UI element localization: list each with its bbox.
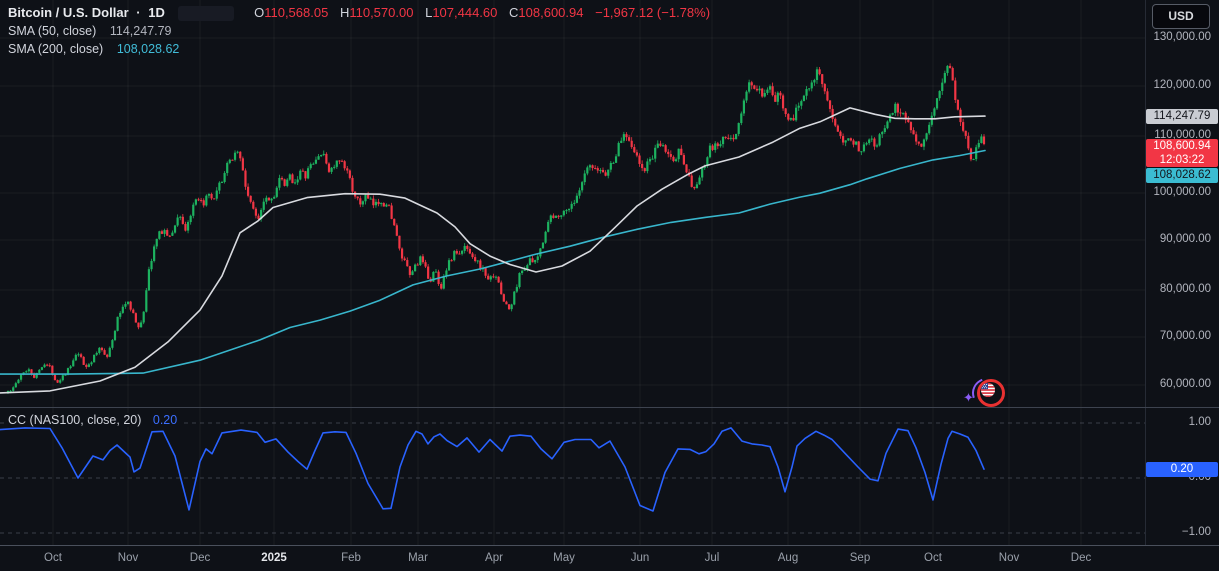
low-label: L — [425, 5, 433, 20]
timeframe[interactable]: 1D — [148, 5, 165, 20]
time-axis-label: Apr — [485, 552, 503, 564]
last-price-badge: 108,600.94 12:03:22 — [1146, 139, 1218, 167]
sparkle-icon: ✦ — [963, 390, 974, 405]
last-price-value: 108,600.94 — [1153, 140, 1211, 152]
time-axis-label: Nov — [998, 552, 1020, 564]
time-axis-label: May — [553, 552, 575, 564]
time-axis-label: Jun — [630, 552, 650, 564]
time-axis-label: Aug — [777, 552, 799, 564]
sma50-label: SMA (50, close) — [8, 24, 97, 38]
time-axis-label: Feb — [341, 552, 361, 564]
indicator-axis-badge: 0.20 — [1146, 462, 1218, 477]
price-axis-label: 100,000.00 — [1153, 186, 1211, 198]
high-label: H — [339, 5, 350, 20]
redacted-exchange-block — [178, 6, 235, 22]
sma200-label: SMA (200, close) — [8, 42, 104, 56]
chart-legend: Bitcoin / U.S. Dollar · 1D O110,568.05 H… — [8, 4, 710, 58]
indicator-legend[interactable]: CC (NAS100, close, 20) 0.20 — [8, 413, 184, 427]
currency-button[interactable]: USD — [1152, 4, 1210, 29]
time-axis-label: Mar — [408, 552, 428, 564]
close-value: 108,600.94 — [518, 5, 584, 20]
price-axis[interactable] — [1145, 0, 1219, 545]
time-axis-separator[interactable] — [0, 545, 1219, 546]
time-axis-label: Dec — [1070, 552, 1092, 564]
price-axis-label: 70,000.00 — [1159, 330, 1211, 342]
sma200-axis-badge: 108,028.62 — [1146, 168, 1218, 183]
high-value: 110,570.00 — [349, 5, 414, 20]
time-axis-label: 2025 — [261, 552, 287, 564]
price-axis-label: 90,000.00 — [1159, 233, 1211, 245]
time-axis-label: Oct — [44, 552, 62, 564]
sma50-row[interactable]: SMA (50, close) 114,247.79 — [8, 22, 710, 40]
time-axis-label: Dec — [189, 552, 211, 564]
time-axis-label: Jul — [704, 552, 720, 564]
indicator-label: CC (NAS100, close, 20) — [8, 413, 142, 427]
time-axis-label: Oct — [924, 552, 942, 564]
indicator-axis-label: −1.00 — [1181, 526, 1211, 538]
close-label: C — [509, 5, 519, 20]
symbol-title[interactable]: Bitcoin / U.S. Dollar — [8, 5, 129, 20]
time-axis-label: Sep — [849, 552, 871, 564]
symbol-row: Bitcoin / U.S. Dollar · 1D O110,568.05 H… — [8, 4, 710, 22]
price-axis-label: 60,000.00 — [1159, 378, 1211, 390]
price-axis-label: 130,000.00 — [1153, 31, 1211, 43]
indicator-axis-label: 1.00 — [1188, 416, 1211, 428]
sma50-axis-badge: 114,247.79 — [1146, 109, 1218, 124]
title-separator: · — [136, 5, 141, 20]
price-axis-label: 120,000.00 — [1153, 79, 1211, 91]
sma50-value: 114,247.79 — [109, 24, 172, 38]
us-flag-icon — [981, 383, 995, 397]
low-value: 107,444.60 — [432, 5, 498, 20]
open-label: O — [254, 5, 265, 20]
change-value: −1,967.12 (−1.78%) — [595, 5, 711, 20]
open-value: 110,568.05 — [264, 5, 329, 20]
price-axis-label: 80,000.00 — [1159, 283, 1211, 295]
indicator-value: 0.20 — [152, 413, 178, 427]
pane-separator[interactable] — [0, 407, 1219, 408]
bar-countdown: 12:03:22 — [1159, 154, 1205, 166]
time-axis-label: Nov — [117, 552, 139, 564]
watermark-logo: ✦ — [963, 373, 1009, 413]
sma200-value: 108,028.62 — [116, 42, 180, 56]
price-axis-label: 110,000.00 — [1154, 129, 1211, 141]
sma200-row[interactable]: SMA (200, close) 108,028.62 — [8, 40, 710, 58]
